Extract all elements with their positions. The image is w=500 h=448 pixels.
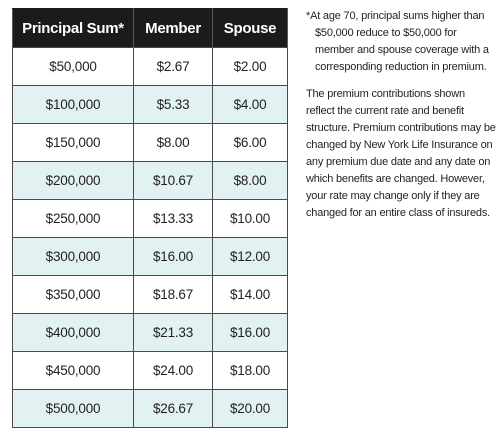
spouse-rate-cell: $10.00 <box>212 199 288 238</box>
member-header: Member <box>133 8 213 48</box>
spouse-rate-cell: $14.00 <box>212 275 288 314</box>
spouse-rate-cell: $2.00 <box>212 47 288 86</box>
spouse-rate-cell: $4.00 <box>212 85 288 124</box>
principal-sum-cell: $300,000 <box>12 237 134 276</box>
principal-sum-cell: $200,000 <box>12 161 134 200</box>
member-rate-cell: $8.00 <box>133 123 213 162</box>
table-row: $50,000 $2.67 $2.00 <box>12 47 288 86</box>
principal-sum-cell: $450,000 <box>12 351 134 390</box>
member-rate-cell: $16.00 <box>133 237 213 276</box>
table-row: $200,000 $10.67 $8.00 <box>12 161 288 200</box>
principal-sum-cell: $350,000 <box>12 275 134 314</box>
principal-sum-cell: $250,000 <box>12 199 134 238</box>
member-rate-cell: $2.67 <box>133 47 213 86</box>
member-rate-cell: $10.67 <box>133 161 213 200</box>
side-notes: *At age 70, principal sums higher than $… <box>306 8 496 222</box>
premium-disclaimer: The premium contributions shown reflect … <box>306 88 496 219</box>
principal-sum-cell: $150,000 <box>12 123 134 162</box>
table-header-row: Principal Sum* Member Spouse <box>12 8 288 48</box>
table-row: $100,000 $5.33 $4.00 <box>12 85 288 124</box>
table-row: $450,000 $24.00 $18.00 <box>12 351 288 390</box>
spouse-rate-cell: $18.00 <box>212 351 288 390</box>
spouse-rate-cell: $20.00 <box>212 389 288 428</box>
member-rate-cell: $5.33 <box>133 85 213 124</box>
spouse-header: Spouse <box>212 8 288 48</box>
member-rate-cell: $18.67 <box>133 275 213 314</box>
table-row: $150,000 $8.00 $6.00 <box>12 123 288 162</box>
table-row: $400,000 $21.33 $16.00 <box>12 313 288 352</box>
table-row: $300,000 $16.00 $12.00 <box>12 237 288 276</box>
age-70-footnote: *At age 70, principal sums higher than $… <box>306 10 489 73</box>
table-row: $500,000 $26.67 $20.00 <box>12 389 288 428</box>
member-rate-cell: $26.67 <box>133 389 213 428</box>
spouse-rate-cell: $8.00 <box>212 161 288 200</box>
member-rate-cell: $21.33 <box>133 313 213 352</box>
principal-sum-cell: $100,000 <box>12 85 134 124</box>
member-rate-cell: $13.33 <box>133 199 213 238</box>
principal-sum-cell: $400,000 <box>12 313 134 352</box>
spouse-rate-cell: $6.00 <box>212 123 288 162</box>
principal-sum-cell: $50,000 <box>12 47 134 86</box>
table-row: $350,000 $18.67 $14.00 <box>12 275 288 314</box>
spouse-rate-cell: $12.00 <box>212 237 288 276</box>
principal-sum-cell: $500,000 <box>12 389 134 428</box>
member-rate-cell: $24.00 <box>133 351 213 390</box>
principal-sum-header: Principal Sum* <box>12 8 134 48</box>
spouse-rate-cell: $16.00 <box>212 313 288 352</box>
premium-rate-table: Principal Sum* Member Spouse $50,000 $2.… <box>12 8 288 428</box>
table-row: $250,000 $13.33 $10.00 <box>12 199 288 238</box>
